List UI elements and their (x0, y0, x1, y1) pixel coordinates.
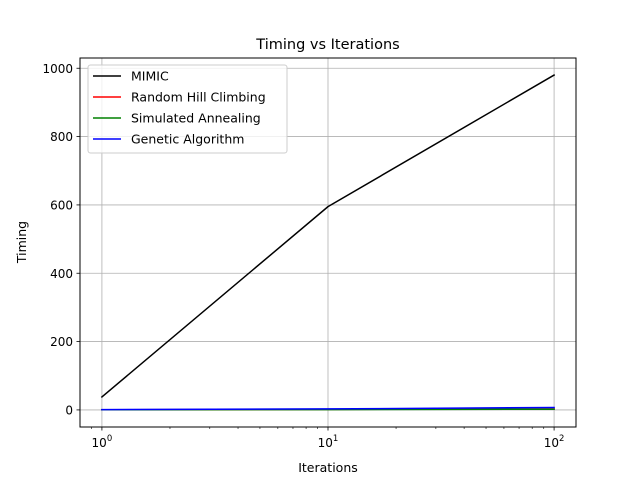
y-tick-label: 0 (65, 403, 73, 417)
y-tick-label: 800 (50, 130, 73, 144)
series-line-genetic-algorithm (101, 406, 555, 411)
x-tick-label-exponent: 1 (333, 434, 338, 444)
x-axis-ticks: 100 101 102 (92, 427, 565, 450)
y-tick-label: 200 (50, 335, 73, 349)
x-tick-label-exponent: 0 (107, 434, 112, 444)
x-tick-label: 100 (92, 434, 113, 450)
y-axis-label: Timing (14, 221, 29, 264)
legend-label: Genetic Algorithm (131, 132, 244, 147)
series-line-mimic (100, 74, 556, 398)
x-tick-label-exponent: 2 (559, 434, 564, 444)
legend-label: MIMIC (131, 69, 169, 84)
series-lines (100, 74, 556, 411)
chart-title: Timing vs Iterations (255, 37, 399, 53)
x-tick-label: 102 (544, 434, 565, 450)
x-tick-label-base: 10 (92, 436, 107, 450)
legend-label: Simulated Annealing (131, 111, 261, 126)
legend-label: Random Hill Climbing (131, 90, 266, 105)
legend-box (87, 64, 288, 154)
x-axis-label: Iterations (298, 460, 358, 475)
y-tick-label: 1000 (42, 62, 73, 76)
x-tick-label: 101 (318, 434, 339, 450)
x-tick-label-base: 10 (544, 436, 559, 450)
x-tick-label-base: 10 (318, 436, 333, 450)
legend: MIMIC Random Hill Climbing Simulated Annea… (87, 64, 288, 154)
y-tick-label: 400 (50, 267, 73, 281)
y-tick-label: 600 (50, 198, 73, 212)
y-axis-ticks: 0 200 400 600 800 1000 (42, 62, 80, 417)
